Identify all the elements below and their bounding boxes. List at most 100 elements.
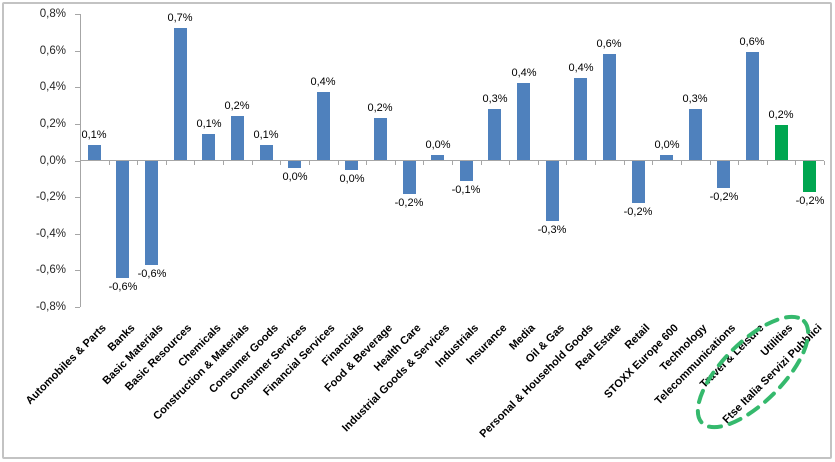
x-axis-tick: [165, 161, 167, 165]
x-axis-tick: [595, 161, 597, 165]
y-axis-tick: [75, 50, 80, 52]
bar-value-label: 0,4%: [511, 67, 537, 79]
x-axis-tick: [423, 161, 425, 165]
bar-value-label: -0,2%: [709, 191, 739, 203]
bar-value-label: 0,0%: [282, 171, 308, 183]
x-axis-tick: [108, 161, 110, 165]
bar-value-label: -0,6%: [137, 268, 167, 280]
bar-value-label: -0,2%: [795, 195, 825, 207]
x-axis-tick: [223, 161, 225, 165]
y-axis-tick: [75, 307, 80, 308]
y-axis-tick: [75, 14, 80, 15]
bar-value-label: 0,3%: [482, 93, 508, 105]
bar-22: [689, 109, 702, 160]
bar-value-label: 0,6%: [596, 38, 622, 50]
bar-value-label: 0,6%: [739, 36, 765, 48]
bar-21: [660, 155, 673, 160]
bar-19: [603, 54, 616, 160]
bar-value-label: 0,1%: [253, 129, 279, 141]
bar-25: [775, 125, 788, 160]
category-label: Automobiles & Parts: [23, 322, 109, 407]
x-axis-tick: [795, 161, 797, 165]
bar-value-label: -0,3%: [537, 224, 567, 236]
x-axis-tick: [137, 161, 139, 165]
bar-4: [174, 28, 187, 160]
y-axis-tick-label: -0,4%: [35, 227, 66, 240]
x-axis-tick: [80, 161, 81, 165]
bar-value-label: 0,3%: [682, 93, 708, 105]
bar-value-label: 0,2%: [768, 109, 794, 121]
bar-1: [88, 145, 101, 160]
bar-26: [803, 161, 816, 192]
x-axis-tick: [566, 161, 568, 165]
bar-11: [374, 118, 387, 160]
bar-15: [488, 109, 501, 160]
bar-9: [317, 92, 330, 160]
x-axis-tick: [194, 161, 196, 165]
bar-6: [231, 116, 244, 160]
bar-value-label: -0,2%: [623, 206, 653, 218]
bar-value-label: 0,1%: [196, 118, 222, 130]
bar-value-label: 0,1%: [81, 129, 107, 141]
y-axis-tick: [75, 123, 80, 125]
y-axis-tick-label: 0,4%: [39, 81, 66, 94]
bar-3: [145, 161, 158, 265]
x-axis-tick: [537, 161, 539, 165]
y-axis-tick-label: -0,8%: [35, 301, 66, 313]
bar-value-label: 0,0%: [425, 139, 451, 151]
x-axis-tick: [680, 161, 682, 165]
x-axis-tick: [366, 161, 368, 165]
bar-value-label: 0,2%: [367, 102, 393, 114]
bar-14: [460, 161, 473, 181]
bar-value-label: 0,7%: [167, 12, 193, 24]
y-axis-tick: [75, 270, 80, 272]
y-axis-tick: [75, 160, 80, 162]
y-axis-tick-label: -0,6%: [35, 264, 66, 277]
y-axis-tick: [75, 197, 80, 199]
x-axis-tick: [766, 161, 768, 165]
x-axis-tick: [251, 161, 253, 165]
x-axis-tick: [394, 161, 396, 165]
bar-10: [345, 161, 358, 170]
bar-16: [517, 83, 530, 160]
bar-18: [574, 78, 587, 160]
bar-20: [632, 161, 645, 203]
x-axis-tick: [308, 161, 310, 165]
bar-value-label: -0,2%: [394, 197, 424, 209]
x-axis-tick: [824, 161, 825, 165]
y-axis-tick-label: -0,2%: [35, 191, 66, 204]
bar-17: [546, 161, 559, 221]
bar-value-label: 0,4%: [568, 62, 594, 74]
x-axis-tick: [480, 161, 482, 165]
bar-value-label: 0,4%: [310, 76, 336, 88]
x-axis-tick: [738, 161, 740, 165]
bar-value-label: 0,0%: [339, 173, 365, 185]
x-axis-tick: [709, 161, 711, 165]
x-axis-tick: [337, 161, 339, 165]
x-axis-tick: [452, 161, 453, 165]
y-axis-tick-label: 0,6%: [39, 44, 66, 57]
bar-value-label: -0,6%: [108, 281, 138, 293]
x-axis-zero-line: [80, 160, 824, 161]
x-axis-tick: [280, 161, 282, 165]
x-axis-tick: [509, 161, 511, 165]
bar-value-label: 0,0%: [654, 139, 680, 151]
bar-5: [202, 134, 215, 160]
x-axis-tick: [623, 161, 625, 165]
bar-2: [116, 161, 129, 278]
y-axis-tick-label: 0,2%: [39, 117, 66, 130]
bar-8: [288, 161, 301, 168]
bar-13: [431, 155, 444, 160]
x-axis-tick: [652, 161, 654, 165]
y-axis-tick: [75, 233, 80, 235]
y-axis-tick: [75, 87, 80, 89]
bar-value-label: -0,1%: [451, 184, 481, 196]
bar-24: [746, 52, 759, 160]
bar-value-label: 0,2%: [224, 100, 250, 112]
bar-7: [260, 145, 273, 160]
y-axis-tick-label: 0,8%: [39, 8, 66, 20]
y-axis-tick-label: 0,0%: [39, 154, 66, 167]
bar-23: [717, 161, 730, 188]
bar-12: [403, 161, 416, 194]
